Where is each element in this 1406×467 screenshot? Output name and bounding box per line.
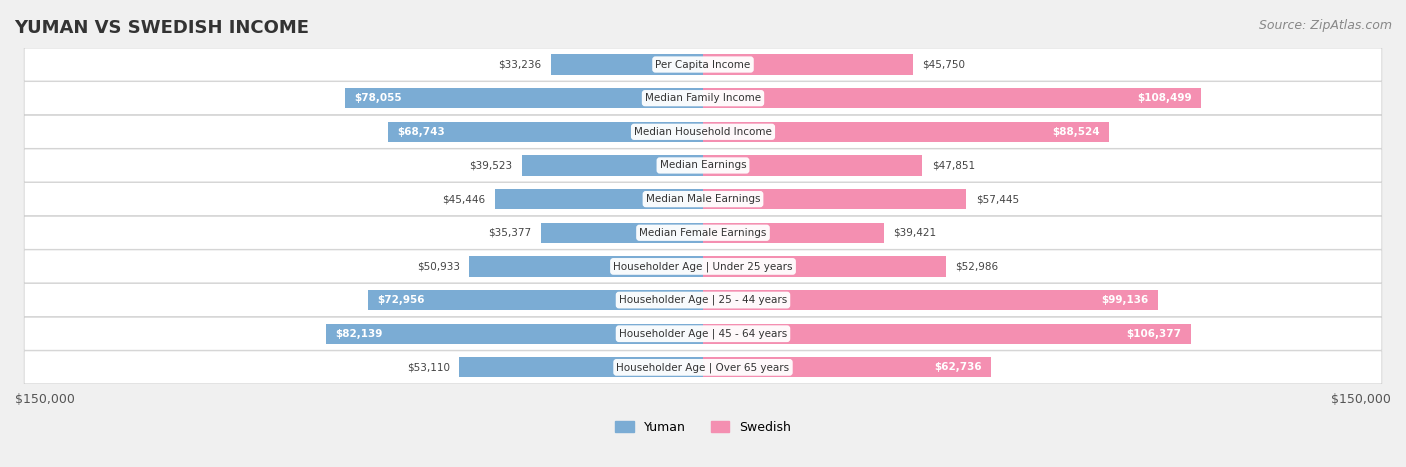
- Text: $35,377: $35,377: [488, 228, 531, 238]
- Legend: Yuman, Swedish: Yuman, Swedish: [610, 416, 796, 439]
- FancyBboxPatch shape: [368, 290, 703, 310]
- Text: Median Female Earnings: Median Female Earnings: [640, 228, 766, 238]
- Text: $99,136: $99,136: [1101, 295, 1149, 305]
- FancyBboxPatch shape: [495, 189, 703, 209]
- FancyBboxPatch shape: [460, 357, 703, 377]
- Text: Median Household Income: Median Household Income: [634, 127, 772, 137]
- Text: $78,055: $78,055: [354, 93, 402, 103]
- Text: $45,750: $45,750: [922, 59, 965, 70]
- Text: $62,736: $62,736: [934, 362, 981, 372]
- Text: $52,986: $52,986: [955, 262, 998, 271]
- Text: YUMAN VS SWEDISH INCOME: YUMAN VS SWEDISH INCOME: [14, 19, 309, 37]
- Text: Median Male Earnings: Median Male Earnings: [645, 194, 761, 204]
- Text: $39,421: $39,421: [893, 228, 936, 238]
- Text: Median Family Income: Median Family Income: [645, 93, 761, 103]
- Text: $57,445: $57,445: [976, 194, 1019, 204]
- Text: $68,743: $68,743: [396, 127, 444, 137]
- FancyBboxPatch shape: [551, 55, 703, 75]
- FancyBboxPatch shape: [703, 189, 966, 209]
- Text: $88,524: $88,524: [1052, 127, 1099, 137]
- FancyBboxPatch shape: [703, 156, 922, 176]
- FancyBboxPatch shape: [24, 317, 1382, 350]
- FancyBboxPatch shape: [24, 216, 1382, 249]
- FancyBboxPatch shape: [24, 351, 1382, 384]
- FancyBboxPatch shape: [388, 122, 703, 142]
- Text: Householder Age | Under 25 years: Householder Age | Under 25 years: [613, 261, 793, 272]
- Text: Householder Age | Over 65 years: Householder Age | Over 65 years: [616, 362, 790, 373]
- Text: $45,446: $45,446: [443, 194, 485, 204]
- Text: Per Capita Income: Per Capita Income: [655, 59, 751, 70]
- FancyBboxPatch shape: [703, 223, 884, 243]
- Text: Median Earnings: Median Earnings: [659, 161, 747, 170]
- Text: Householder Age | 25 - 44 years: Householder Age | 25 - 44 years: [619, 295, 787, 305]
- Text: Householder Age | 45 - 64 years: Householder Age | 45 - 64 years: [619, 328, 787, 339]
- FancyBboxPatch shape: [326, 324, 703, 344]
- FancyBboxPatch shape: [541, 223, 703, 243]
- FancyBboxPatch shape: [703, 324, 1191, 344]
- Text: $72,956: $72,956: [378, 295, 425, 305]
- Text: $47,851: $47,851: [932, 161, 974, 170]
- FancyBboxPatch shape: [703, 55, 912, 75]
- FancyBboxPatch shape: [24, 250, 1382, 283]
- Text: $106,377: $106,377: [1126, 329, 1181, 339]
- FancyBboxPatch shape: [703, 122, 1109, 142]
- Text: $33,236: $33,236: [498, 59, 541, 70]
- FancyBboxPatch shape: [24, 149, 1382, 182]
- FancyBboxPatch shape: [24, 183, 1382, 216]
- FancyBboxPatch shape: [344, 88, 703, 108]
- Text: $53,110: $53,110: [408, 362, 450, 372]
- Text: $108,499: $108,499: [1137, 93, 1191, 103]
- FancyBboxPatch shape: [703, 290, 1157, 310]
- FancyBboxPatch shape: [703, 256, 946, 276]
- FancyBboxPatch shape: [24, 82, 1382, 115]
- FancyBboxPatch shape: [24, 48, 1382, 81]
- Text: $150,000: $150,000: [1331, 393, 1391, 406]
- Text: $39,523: $39,523: [470, 161, 513, 170]
- FancyBboxPatch shape: [703, 88, 1201, 108]
- Text: $150,000: $150,000: [15, 393, 75, 406]
- FancyBboxPatch shape: [24, 283, 1382, 317]
- FancyBboxPatch shape: [522, 156, 703, 176]
- FancyBboxPatch shape: [470, 256, 703, 276]
- FancyBboxPatch shape: [24, 115, 1382, 149]
- Text: Source: ZipAtlas.com: Source: ZipAtlas.com: [1258, 19, 1392, 32]
- FancyBboxPatch shape: [703, 357, 991, 377]
- Text: $82,139: $82,139: [336, 329, 382, 339]
- Text: $50,933: $50,933: [418, 262, 460, 271]
